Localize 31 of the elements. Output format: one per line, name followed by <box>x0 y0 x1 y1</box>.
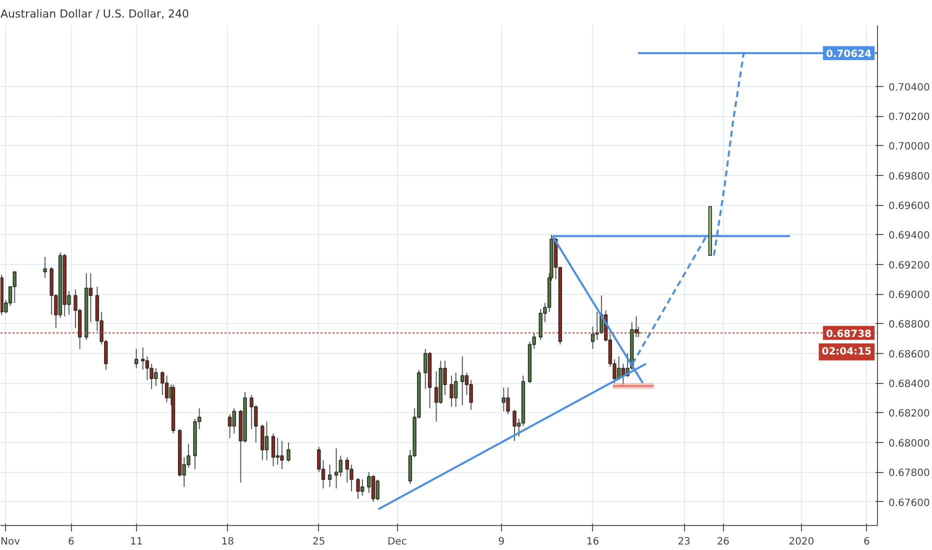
x-tick-label: Dec <box>387 536 407 548</box>
x-tick-label: 2020 <box>788 536 814 548</box>
y-tick-label: 0.68800 <box>888 320 930 331</box>
y-tick-label: 0.67800 <box>888 468 930 480</box>
y-tick-label: 0.68600 <box>888 349 930 360</box>
y-tick-label: 0.69600 <box>888 201 930 212</box>
x-tick-label: 11 <box>130 536 143 548</box>
y-tick-label: 0.69400 <box>888 230 930 242</box>
x-tick-label: 26 <box>716 536 730 548</box>
y-tick-label: 0.70400 <box>888 82 930 94</box>
y-tick-label: 0.68000 <box>888 438 930 450</box>
y-tick-label: 0.70000 <box>888 142 930 153</box>
annotation: 0.70624 <box>826 49 872 60</box>
x-tick-label: 9 <box>498 536 505 548</box>
x-tick-label: 6 <box>68 536 74 548</box>
x-tick-label: 18 <box>221 536 234 548</box>
y-tick-label: 0.68200 <box>888 408 930 420</box>
x-tick-label: 6 <box>863 536 870 548</box>
x-tick-label: 23 <box>678 536 690 548</box>
y-tick-label: 0.70200 <box>888 112 930 124</box>
y-tick-label: 0.69000 <box>888 290 930 302</box>
annotation: 02:04:15 <box>822 346 872 358</box>
y-tick-label: 0.69200 <box>888 260 930 272</box>
y-tick-label: 0.69800 <box>888 171 930 182</box>
chart-title: Australian Dollar / U.S. Dollar, 240 <box>0 8 189 20</box>
ref-line-label: 0.68738 <box>826 328 872 340</box>
y-tick-label: 0.68400 <box>888 379 930 390</box>
x-tick-label: Nov <box>0 536 20 548</box>
x-tick-label: 16 <box>586 536 600 548</box>
y-tick-label: 0.67600 <box>888 498 930 509</box>
x-tick-label: 25 <box>312 536 326 548</box>
